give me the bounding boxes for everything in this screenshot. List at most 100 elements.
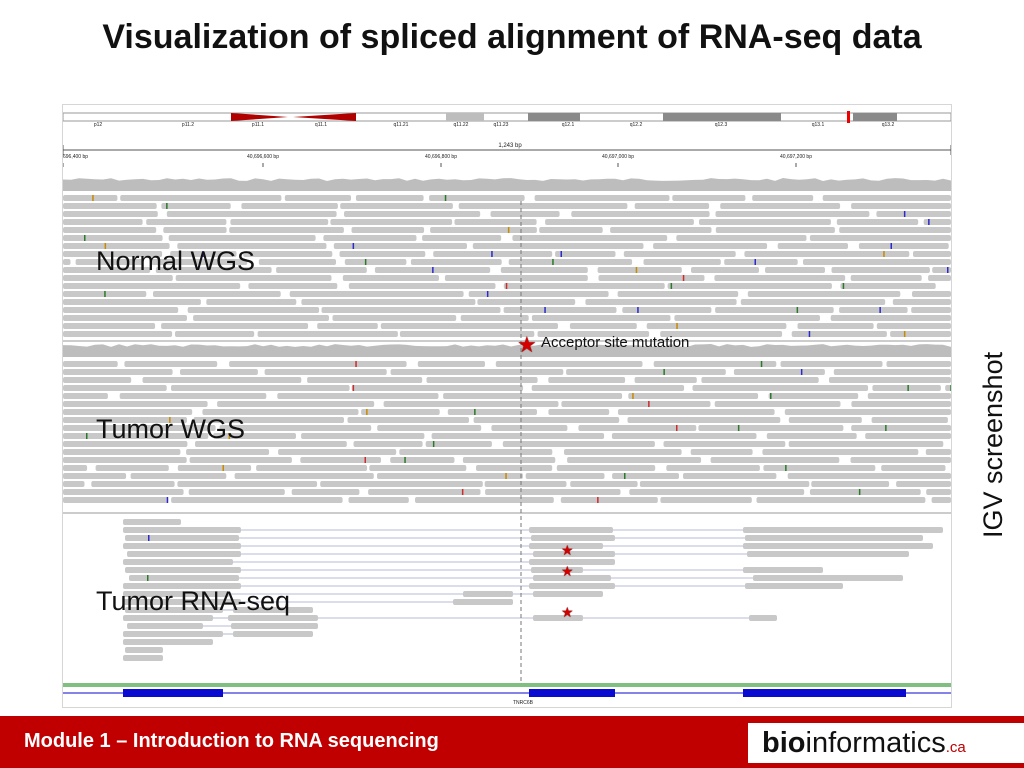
aligned-read	[63, 275, 173, 281]
aligned-read	[161, 323, 309, 329]
mismatch-mark	[147, 575, 149, 581]
aligned-read	[858, 243, 949, 249]
spliced-read-block	[529, 583, 615, 589]
mismatch-mark	[907, 385, 909, 391]
region-width-label: 1,243 bp	[498, 143, 522, 149]
aligned-read	[300, 457, 381, 463]
mismatch-mark	[364, 259, 367, 265]
mismatch-mark	[785, 465, 787, 471]
aligned-read	[639, 481, 810, 487]
aligned-read	[756, 497, 926, 503]
aligned-read	[171, 385, 350, 391]
aligned-read	[653, 361, 777, 367]
aligned-read	[180, 369, 258, 375]
mismatch-mark	[903, 331, 906, 337]
spliced-read-block	[531, 567, 583, 573]
mismatch-mark	[84, 235, 86, 241]
ideogram-band-label: p11.1	[252, 122, 264, 128]
aligned-read	[570, 481, 638, 487]
aligned-read	[277, 393, 439, 399]
aligned-read	[660, 497, 752, 503]
aligned-read	[63, 465, 88, 471]
aligned-read	[809, 489, 921, 495]
spliced-read-block	[531, 535, 615, 541]
aligned-read	[555, 251, 616, 257]
mutation-callout: Acceptor site mutation	[541, 334, 690, 351]
aligned-read	[931, 497, 951, 503]
aligned-read	[344, 211, 481, 217]
mismatch-mark	[560, 251, 562, 257]
aligned-read	[791, 331, 887, 337]
mismatch-mark	[760, 361, 763, 367]
spliced-read-block	[123, 655, 163, 661]
aligned-read	[525, 473, 605, 479]
aligned-read	[63, 401, 208, 407]
aligned-read	[768, 393, 859, 399]
aligned-read	[63, 385, 167, 391]
aligned-read	[715, 227, 835, 233]
aligned-read	[500, 267, 588, 273]
aligned-read	[63, 307, 179, 313]
aligned-read	[763, 465, 876, 471]
aligned-read	[715, 211, 870, 217]
aligned-read	[340, 203, 453, 209]
aligned-read	[472, 243, 644, 249]
ideogram-band-label: p12	[94, 122, 103, 128]
exon-2	[529, 689, 615, 697]
aligned-read	[291, 489, 360, 495]
logo-main-part: informatics	[805, 727, 946, 759]
aligned-read	[447, 409, 537, 415]
aligned-read	[344, 259, 407, 265]
aligned-read	[839, 307, 908, 313]
spliced-read-block	[123, 527, 241, 533]
spliced-read-block	[233, 631, 313, 637]
gene-name-label: TNRC6B	[513, 700, 534, 706]
spliced-read-block	[533, 615, 583, 621]
aligned-read	[690, 449, 753, 455]
mismatch-mark	[796, 307, 799, 313]
aligned-read	[666, 465, 760, 471]
aligned-read	[539, 227, 603, 233]
spliced-read-block	[123, 559, 233, 565]
aligned-read	[567, 457, 702, 463]
aligned-read	[410, 259, 502, 265]
aligned-read	[634, 377, 697, 383]
aligned-read	[171, 497, 343, 503]
aligned-read	[831, 267, 930, 273]
aligned-read	[623, 251, 736, 257]
aligned-read	[564, 449, 682, 455]
aligned-read	[569, 323, 637, 329]
aligned-read	[766, 433, 857, 439]
module-title: Module 1 – Introduction to RNA sequencin…	[24, 730, 439, 752]
aligned-read	[715, 307, 834, 313]
mismatch-mark	[366, 409, 368, 415]
mismatch-mark	[552, 259, 554, 265]
aligned-read	[674, 315, 820, 321]
aligned-read	[320, 481, 483, 487]
aligned-read	[256, 465, 368, 471]
logo-bold-part: bio	[762, 727, 806, 759]
coverage-track	[63, 178, 951, 191]
aligned-read	[473, 417, 620, 423]
aligned-read	[566, 369, 726, 375]
aligned-read	[63, 323, 156, 329]
spliced-read-block	[123, 591, 229, 597]
mismatch-mark	[950, 385, 951, 391]
aligned-read	[63, 235, 163, 241]
mutation-star-icon: ★	[561, 563, 574, 579]
mismatch-mark	[624, 473, 626, 479]
aligned-read	[234, 473, 374, 479]
ideogram-band-label: q13.2	[882, 122, 895, 128]
aligned-read	[698, 425, 844, 431]
aligned-read	[63, 441, 188, 447]
ideogram-band-label: q12.2	[630, 122, 643, 128]
spliced-read-block	[533, 591, 603, 597]
aligned-read	[151, 259, 248, 265]
mismatch-mark	[883, 251, 885, 257]
spliced-read-block	[125, 647, 163, 653]
aligned-read	[142, 377, 302, 383]
mismatch-mark	[885, 425, 887, 431]
aligned-read	[829, 377, 951, 383]
aligned-read	[890, 331, 951, 337]
aligned-read	[643, 259, 721, 265]
